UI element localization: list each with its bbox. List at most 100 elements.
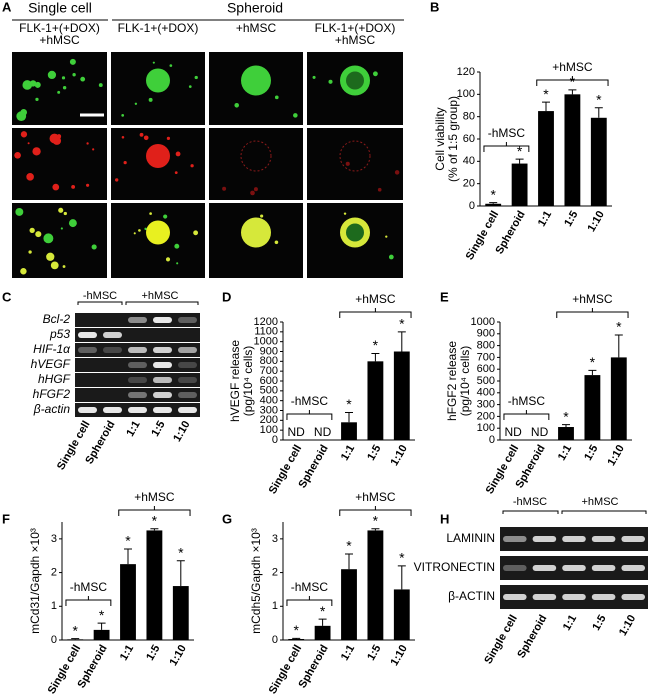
cell <box>14 151 21 159</box>
y-tick-label: 2 <box>272 566 278 578</box>
blot <box>75 358 200 372</box>
blot <box>75 373 200 387</box>
cell <box>152 61 155 64</box>
bar <box>146 530 163 640</box>
significance: * <box>320 603 326 619</box>
bar <box>538 111 554 206</box>
spheroid <box>146 144 170 168</box>
significance: * <box>346 538 352 554</box>
significance: * <box>72 622 78 638</box>
band <box>178 392 197 398</box>
y-axis-label: (pg/10⁴ cells) <box>458 346 472 417</box>
cell <box>71 184 76 189</box>
error-bar <box>371 528 380 531</box>
bar <box>610 357 627 440</box>
group-label: +hMSC <box>582 496 619 508</box>
band <box>128 347 147 353</box>
y-tick-label: 400 <box>260 395 278 407</box>
cell <box>193 230 199 236</box>
significance: * <box>543 86 549 102</box>
significance: * <box>373 512 379 528</box>
bar <box>367 530 384 640</box>
band <box>78 347 97 353</box>
significance: * <box>517 143 523 159</box>
row-label: β-ACTIN <box>448 589 495 603</box>
bar <box>485 203 502 206</box>
spheroid <box>241 217 271 248</box>
band <box>503 536 527 542</box>
band <box>591 594 616 600</box>
band <box>621 565 645 571</box>
band <box>78 407 97 413</box>
x-tick-label: Single cell <box>46 643 84 695</box>
error-bar <box>397 331 406 352</box>
column-label: Single cell <box>482 613 520 666</box>
significance: * <box>152 512 158 528</box>
significance: * <box>293 622 299 638</box>
spheroid <box>241 65 271 96</box>
row-label: HIF-1α <box>33 342 71 356</box>
x-tick-label: 1:10 <box>389 643 410 668</box>
band <box>532 565 557 571</box>
significance: * <box>596 91 602 107</box>
band <box>153 392 172 398</box>
y-tick-label: 1100 <box>254 326 278 338</box>
bar <box>67 639 84 640</box>
cell <box>20 268 27 275</box>
y-tick-label: 1200 <box>254 316 278 328</box>
bar <box>558 427 574 440</box>
x-tick-label: 1:5 <box>365 443 383 463</box>
error-bar <box>345 553 353 570</box>
y-tick-label: 800 <box>260 355 278 367</box>
significance: * <box>373 337 379 353</box>
y-tick-label: 900 <box>477 328 495 340</box>
column-header: +hMSC <box>39 33 80 47</box>
error-bar <box>489 202 498 204</box>
bar <box>590 117 607 206</box>
significance: * <box>616 319 622 335</box>
row-label: hFGF2 <box>33 387 71 401</box>
group-label: +hMSC <box>355 292 396 306</box>
y-tick-label: 3 <box>51 533 57 545</box>
band <box>128 392 147 398</box>
y-tick-label: 600 <box>260 375 278 387</box>
band <box>178 347 197 353</box>
cell <box>234 103 239 108</box>
band <box>178 377 197 383</box>
y-axis-label: mCd31/Gapdh ×10³ <box>28 528 42 634</box>
spheroid <box>339 140 371 172</box>
y-tick-label: 500 <box>260 385 278 397</box>
value-label: ND <box>505 425 523 439</box>
panel-letter: C <box>2 289 12 304</box>
y-tick-label: 200 <box>477 410 495 422</box>
cell <box>29 80 37 87</box>
panel-letter: F <box>2 511 10 526</box>
x-tick-label: Single cell <box>464 209 502 262</box>
cell <box>29 227 35 234</box>
y-tick-label: 500 <box>477 375 495 387</box>
cell <box>143 135 149 141</box>
error-bar <box>588 369 597 376</box>
bar <box>172 586 189 640</box>
cell <box>58 207 64 213</box>
y-tick-label: 2 <box>51 566 57 578</box>
cell <box>250 190 255 196</box>
column-label: 1:5 <box>590 613 608 633</box>
column-label: 1:1 <box>124 419 142 439</box>
blot <box>75 388 200 402</box>
bar <box>314 625 331 640</box>
cell <box>69 58 76 65</box>
panel-letter: A <box>2 0 12 14</box>
y-tick-label: 0 <box>272 634 278 646</box>
cell <box>312 75 316 79</box>
cell <box>222 186 227 191</box>
band <box>103 332 122 338</box>
cell <box>72 73 76 77</box>
band <box>178 317 197 323</box>
y-tick-label: 300 <box>260 404 278 416</box>
cell <box>86 183 90 187</box>
cell <box>27 142 30 145</box>
cell <box>35 231 42 238</box>
error-bar <box>71 638 80 640</box>
